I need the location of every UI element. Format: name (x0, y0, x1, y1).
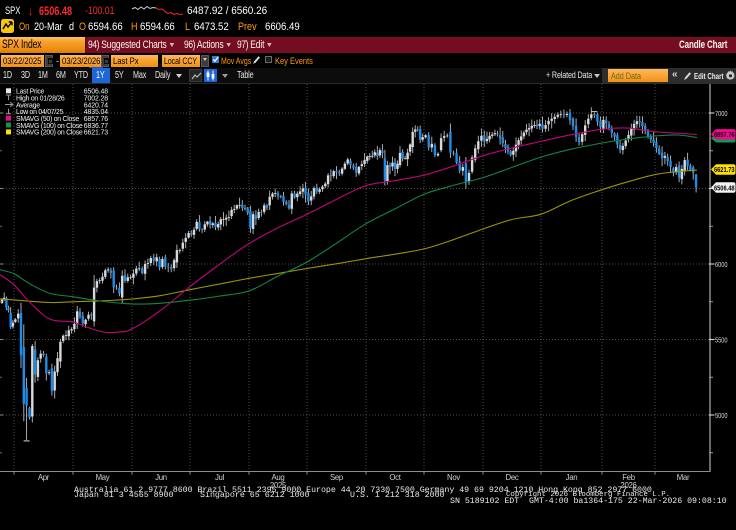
svg-text:6857.76: 6857.76 (84, 116, 108, 123)
svg-text:7000: 7000 (715, 109, 728, 118)
svg-text:SMAVG (200) on Close: SMAVG (200) on Close (16, 130, 83, 137)
svg-text:Average: Average (16, 102, 40, 109)
svg-text:2025: 2025 (270, 481, 287, 490)
svg-text:SMAVG (100) on Close: SMAVG (100) on Close (16, 123, 83, 130)
svg-text:High on 01/28/26: High on 01/28/26 (16, 95, 65, 102)
svg-text:SMAVG (50) on Close: SMAVG (50) on Close (16, 116, 79, 123)
svg-text:Jun: Jun (155, 473, 167, 482)
svg-text:6506.48: 6506.48 (84, 89, 108, 96)
svg-text:Jan: Jan (566, 473, 578, 482)
svg-text:6420.74: 6420.74 (84, 102, 108, 109)
svg-text:Nov: Nov (447, 473, 460, 482)
svg-text:Dec: Dec (506, 473, 519, 482)
svg-text:2026: 2026 (620, 481, 636, 490)
svg-text:6836.77: 6836.77 (84, 123, 108, 130)
svg-text:Last Price: Last Price (16, 89, 45, 96)
svg-text:6621.73: 6621.73 (714, 165, 735, 174)
svg-text:Low on 04/07/25: Low on 04/07/25 (16, 109, 64, 116)
svg-text:6857.76: 6857.76 (714, 130, 735, 139)
svg-text:7002.28: 7002.28 (84, 95, 108, 102)
svg-text:5000: 5000 (715, 411, 728, 420)
svg-text:Apr: Apr (38, 473, 50, 482)
svg-text:4835.04: 4835.04 (84, 109, 108, 116)
svg-text:Feb: Feb (622, 473, 635, 482)
svg-text:Oct: Oct (389, 473, 401, 482)
svg-text:May: May (96, 473, 110, 482)
svg-text:Aug: Aug (272, 473, 285, 482)
svg-text:Sep: Sep (330, 473, 344, 482)
svg-text:6506.48: 6506.48 (714, 183, 735, 192)
svg-text:Mar: Mar (677, 473, 690, 482)
svg-text:Jul: Jul (215, 473, 225, 482)
svg-text:6621.73: 6621.73 (84, 130, 108, 137)
svg-text:6000: 6000 (715, 260, 728, 269)
svg-text:5500: 5500 (715, 336, 728, 345)
